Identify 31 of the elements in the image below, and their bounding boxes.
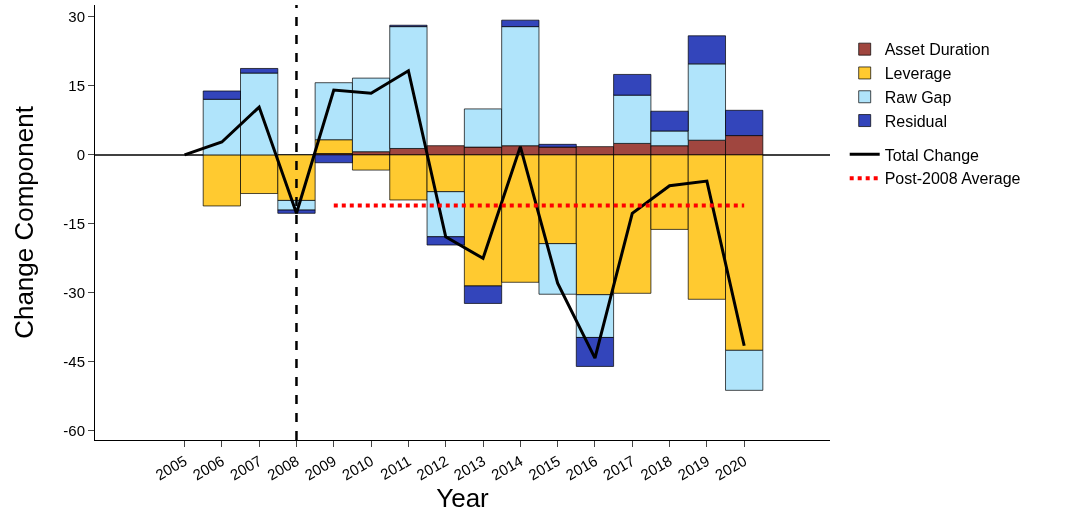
y-tick-label: -60 [63, 422, 85, 440]
y-tick-label: -30 [63, 284, 85, 302]
legend-label: Residual [884, 112, 947, 130]
x-tick-label: 2007 [227, 451, 265, 484]
legend-label: Total Change [884, 146, 980, 164]
x-tick-label: 2010 [338, 451, 377, 484]
y-tick-label: 15 [68, 77, 85, 95]
legend-label: Raw Gap [884, 88, 952, 106]
x-tick-label: 2005 [152, 451, 190, 484]
x-tick-label: 2014 [488, 451, 526, 484]
x-tick-label: 2006 [189, 451, 228, 484]
legend-label: Leverage [884, 65, 952, 83]
y-tick-label: 30 [68, 8, 85, 26]
x-tick-label: 2020 [712, 451, 750, 484]
x-tick-label: 2013 [450, 451, 489, 484]
y-tick-label: -15 [63, 215, 85, 233]
x-tick-label: 2017 [600, 451, 638, 484]
x-tick-label: 2018 [637, 451, 675, 484]
x-axis-title: Year [436, 483, 490, 514]
legend-label: Post-2008 Average [884, 170, 1021, 188]
y-tick-label: -45 [63, 353, 85, 371]
x-tick-label: 2016 [562, 451, 601, 484]
x-tick-label: 2009 [301, 451, 340, 484]
x-tick-label: 2015 [525, 451, 563, 484]
x-tick-label: 2011 [377, 451, 414, 483]
legend-label: Asset Duration [884, 41, 990, 59]
y-axis-title: Change Component [9, 105, 39, 339]
x-tick-label: 2019 [674, 451, 713, 484]
y-tick-label: 0 [76, 146, 85, 164]
x-tick-label: 2012 [413, 451, 451, 484]
x-tick-label: 2008 [264, 451, 302, 484]
